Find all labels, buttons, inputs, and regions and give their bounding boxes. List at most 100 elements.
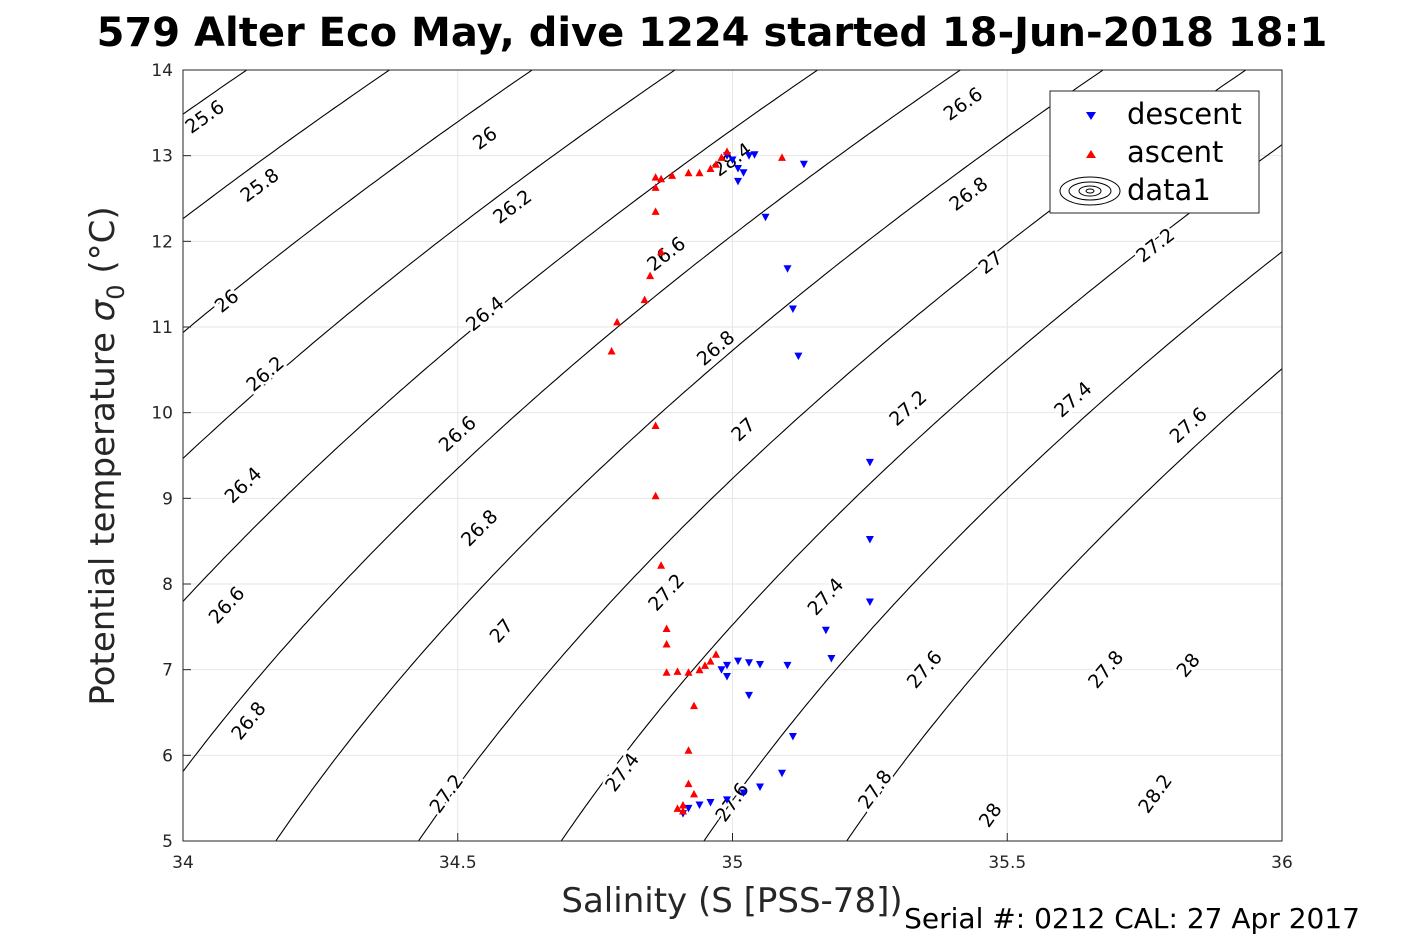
descent-point	[745, 691, 753, 700]
y-tick-label: 14	[151, 61, 173, 81]
descent-point	[734, 177, 742, 186]
ascent-point	[706, 164, 715, 172]
ascent-point	[613, 317, 622, 326]
descent-point	[778, 769, 786, 778]
x-tick-label: 35.5	[988, 853, 1026, 873]
descent-point	[745, 152, 753, 160]
density-contour-line	[183, 70, 962, 773]
legend-data1-label: data1	[1127, 173, 1211, 207]
ascent-point	[695, 665, 704, 674]
x-tick-label: 34	[172, 853, 194, 873]
y-axis-label-symbol: σ	[83, 298, 123, 321]
descent-point	[723, 796, 731, 804]
x-tick-label: 34.5	[439, 853, 477, 873]
ascent-point	[662, 624, 671, 632]
y-tick-label: 9	[162, 489, 173, 509]
y-tick-label: 5	[162, 832, 173, 852]
y-tick-label: 8	[162, 575, 173, 595]
ascent-point	[640, 295, 649, 304]
ascent-point	[706, 657, 715, 665]
x-axis-label: Salinity (S [PSS-78])	[561, 881, 902, 921]
ascent-point	[695, 168, 704, 177]
legend: descent ascent data1	[1049, 90, 1260, 214]
y-axis-label: Potential temperature σ0 (°C)	[83, 206, 130, 705]
ascent-point	[651, 173, 660, 181]
ascent-point	[690, 789, 698, 798]
descent-point	[799, 160, 808, 169]
descent-point	[717, 666, 726, 674]
legend-ascent-label: ascent	[1127, 135, 1223, 169]
legend-descent-label: descent	[1127, 97, 1242, 131]
ascent-point	[657, 174, 666, 183]
descent-point	[756, 661, 764, 669]
ascent-point	[684, 779, 693, 788]
descent-point	[739, 789, 748, 797]
descent-point	[723, 661, 731, 670]
ascent-point	[679, 801, 687, 809]
y-tick-label: 7	[162, 661, 173, 681]
axis-ticks: 34 34.5 35 35.5 36 5 6 7 8 9 10 11 12 13 14	[151, 61, 1292, 873]
ascent-point	[651, 421, 660, 429]
descent-point	[723, 673, 731, 681]
descent-point	[783, 661, 792, 670]
footer-serial-cal: Serial #: 0212 CAL: 27 Apr 2017	[904, 902, 1360, 935]
density-contour-line	[183, 70, 534, 334]
y-axis-label-unit: (°C)	[83, 206, 123, 273]
descent-point	[695, 801, 704, 809]
ascent-point	[673, 804, 682, 812]
descent-point	[684, 804, 693, 813]
ascent-point	[679, 807, 687, 815]
ascent-point	[607, 347, 616, 355]
chart-title: 579 Alter Eco May, dive 1224 started 18-…	[97, 10, 1328, 56]
ascent-point	[673, 667, 682, 675]
ascent-point	[651, 491, 660, 500]
ascent-point	[684, 746, 693, 754]
y-axis-label-text: Potential temperature	[83, 332, 123, 705]
legend-contour-icon	[1059, 176, 1121, 206]
y-tick-label: 6	[162, 746, 173, 766]
descent-point	[821, 626, 830, 635]
legend-box	[1049, 90, 1260, 214]
descent-point	[827, 655, 836, 663]
density-contour-line	[846, 368, 1282, 841]
descent-point	[783, 265, 792, 273]
descent-point	[865, 598, 874, 606]
descent-point	[788, 733, 797, 741]
ascent-point	[723, 147, 731, 155]
y-axis-label-subscript: 0	[102, 284, 130, 299]
ascent-point	[657, 247, 666, 256]
x-tick-label: 35	[722, 853, 744, 873]
descent-point	[865, 458, 874, 467]
x-tick-label: 36	[1271, 853, 1293, 873]
density-contour-line	[703, 251, 1282, 841]
y-tick-label: 10	[151, 404, 173, 424]
data-points	[607, 147, 874, 818]
descent-point	[739, 169, 748, 177]
ascent-point	[717, 153, 726, 161]
ascent-point	[662, 668, 671, 676]
descent-point	[761, 213, 770, 222]
density-contour-line	[183, 70, 391, 220]
legend-ascent-marker	[1086, 150, 1096, 158]
ascent-point	[651, 183, 660, 191]
ascent-point	[668, 171, 677, 179]
ascent-point	[684, 668, 693, 676]
ascent-point	[712, 650, 720, 658]
descent-point	[734, 657, 742, 666]
legend-descent-marker	[1086, 112, 1096, 120]
descent-point	[788, 305, 797, 313]
ascent-point	[684, 168, 693, 177]
descent-point	[750, 151, 759, 159]
descent-point	[706, 799, 715, 807]
ascent-point	[712, 160, 720, 168]
ascent-point	[646, 271, 655, 280]
ascent-point	[657, 561, 666, 569]
descent-point	[794, 352, 803, 361]
y-tick-label: 11	[151, 318, 173, 338]
density-contour-line	[183, 70, 676, 460]
descent-point	[865, 536, 874, 544]
ascent-point	[662, 640, 671, 648]
descent-point	[745, 659, 753, 667]
ascent-point	[690, 701, 698, 710]
